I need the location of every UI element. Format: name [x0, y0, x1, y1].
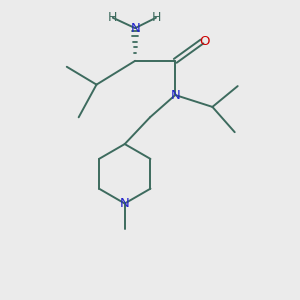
Text: N: N	[130, 22, 140, 34]
Text: H: H	[151, 11, 160, 24]
Text: N: N	[170, 88, 180, 101]
Text: N: N	[120, 197, 130, 210]
Text: O: O	[200, 35, 210, 48]
Text: H: H	[108, 11, 118, 24]
